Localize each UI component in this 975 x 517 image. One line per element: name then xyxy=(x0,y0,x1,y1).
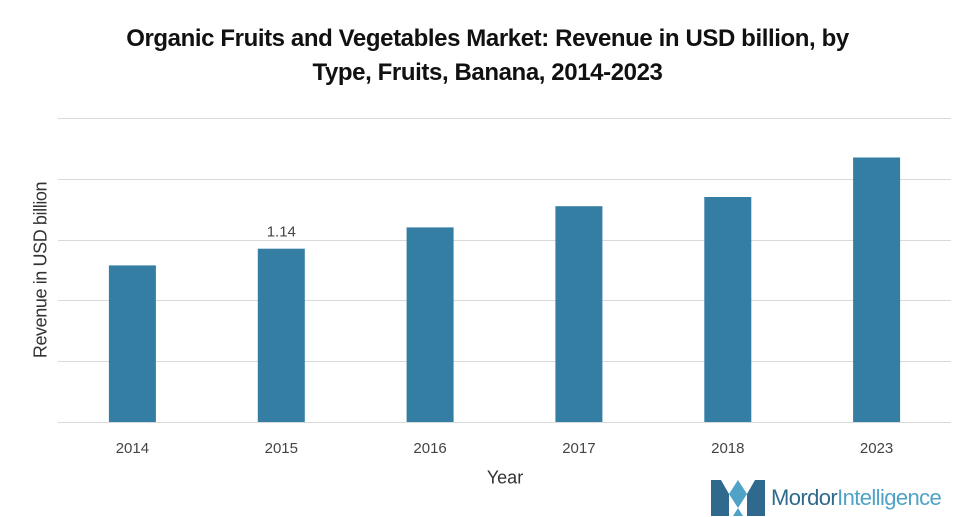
x-tick-label: 2016 xyxy=(413,440,446,457)
chart-title-line-2: Type, Fruits, Banana, 2014-2023 xyxy=(312,59,663,86)
logo-wordmark: MordorIntelligence xyxy=(771,485,942,511)
bar-2014 xyxy=(108,265,156,422)
logo-name: Mordor xyxy=(771,485,838,510)
mordor-intelligence-logo: MordorIntelligence xyxy=(711,480,942,516)
bar-2023 xyxy=(853,157,901,422)
y-axis-label: Revenue in USD billion xyxy=(30,181,51,359)
x-tick-label: 2017 xyxy=(562,440,595,457)
bar-2015 xyxy=(257,248,305,422)
x-tick-label: 2023 xyxy=(860,440,893,457)
data-label: 1.14 xyxy=(267,224,296,241)
bar-2018 xyxy=(704,197,752,422)
x-axis-label: Year xyxy=(486,467,524,488)
chart-title-line-1: Organic Fruits and Vegetables Market: Re… xyxy=(126,25,849,52)
x-tick-label: 2015 xyxy=(265,440,298,457)
logo-suffix: Intelligence xyxy=(837,485,942,510)
bar-2016 xyxy=(406,227,454,422)
x-tick-label: 2014 xyxy=(116,440,149,457)
bar-2017 xyxy=(555,206,603,422)
logo-mark-icon xyxy=(711,480,765,516)
chart-title: Organic Fruits and Vegetables Market: Re… xyxy=(0,22,975,90)
x-tick-label: 2018 xyxy=(711,440,744,457)
